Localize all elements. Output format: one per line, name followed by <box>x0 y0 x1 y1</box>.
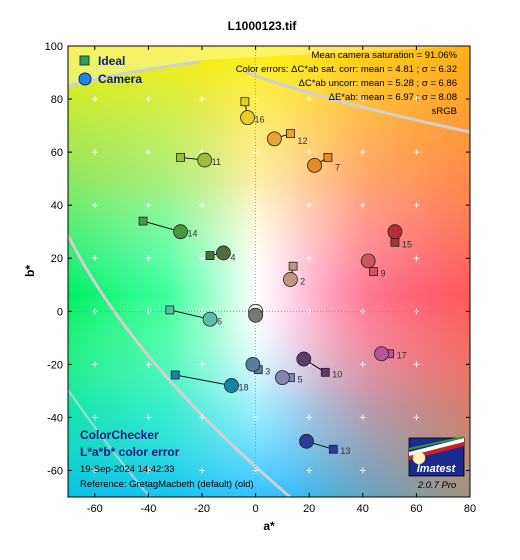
y-axis-label: b* <box>23 265 37 277</box>
camera-marker <box>299 433 314 449</box>
ideal-marker <box>138 216 148 226</box>
x-tick-label: 40 <box>357 503 369 515</box>
y-tick-label: 0 <box>57 306 63 318</box>
patch-number-label: 12 <box>297 136 307 146</box>
ideal-marker <box>390 237 400 247</box>
camera-marker <box>360 253 376 269</box>
plot-area-background <box>68 46 470 497</box>
y-tick-label: 100 <box>45 41 63 53</box>
error-vector <box>175 374 232 387</box>
footer-info: ColorChecker L*a*b* color error 19-Sep-2… <box>80 428 254 490</box>
y-tick-label: -20 <box>47 359 63 371</box>
camera-marker <box>387 224 403 240</box>
saturation-text: Mean camera saturation = 91.06% <box>312 50 458 61</box>
patch-number-label: 10 <box>332 369 342 379</box>
logo-text: Imatest <box>417 463 457 475</box>
y-tick-label: 60 <box>51 147 63 159</box>
camera-marker <box>307 157 322 173</box>
legend-camera-label: Camera <box>98 72 142 86</box>
ideal-marker <box>369 267 378 276</box>
x-tick-label: 0 <box>253 503 259 515</box>
patch-number-label: 4 <box>230 253 235 263</box>
ideal-marker <box>328 444 338 454</box>
x-tick-label: -20 <box>194 503 210 515</box>
y-axis: -60 -40 -20 0 20 40 60 80 100 <box>45 41 470 477</box>
footer-chart-kind: L*a*b* color error <box>80 445 180 459</box>
footer-date: 19-Sep-2024 14:42:33 <box>80 464 175 475</box>
patch-number-label: 16 <box>255 115 265 125</box>
camera-marker <box>173 224 188 240</box>
patch-number-label: 15 <box>402 239 412 249</box>
ideal-marker <box>205 251 215 260</box>
ideal-marker <box>286 129 295 138</box>
x-tick-label: -40 <box>140 503 156 515</box>
patch-number-label: 2 <box>300 276 305 286</box>
footer-chart-name: ColorChecker <box>80 428 159 442</box>
patch-number-label: 3 <box>265 367 270 377</box>
ideal-marker <box>240 97 250 107</box>
chart-title: L1000123.tif <box>228 19 298 33</box>
camera-marker <box>248 307 264 323</box>
error-stats: Mean camera saturation = 91.06% Color er… <box>236 50 458 117</box>
camera-marker <box>266 131 282 147</box>
y-tick-label: -60 <box>47 465 63 477</box>
ideal-marker <box>288 261 298 271</box>
patch-number-label: 5 <box>297 375 302 385</box>
camera-marker <box>197 152 213 168</box>
ideal-marker <box>165 305 175 315</box>
patch-number-label: 9 <box>381 269 386 279</box>
ideal-marker <box>170 370 180 380</box>
de-text: ΔE*ab: mean = 6.97 ; σ = 8.08 <box>329 92 457 103</box>
patch-number-label: 17 <box>397 351 407 361</box>
camera-marker <box>274 370 290 386</box>
ideal-marker <box>323 153 333 162</box>
x-tick-label: 80 <box>464 503 476 515</box>
x-tick-label: 20 <box>303 503 315 515</box>
patch-number-label: 7 <box>335 162 340 172</box>
legend-camera-marker <box>78 72 92 86</box>
y-tick-label: -40 <box>47 412 63 424</box>
legend-ideal-label: Ideal <box>98 54 125 68</box>
logo-version: 2.0.7 Pro <box>417 480 457 491</box>
ideal-marker <box>176 153 185 162</box>
color-space-text: sRGB <box>432 106 457 117</box>
camera-marker <box>296 351 312 367</box>
dc-sat-corr-text: Color errors: ΔC*ab sat. corr: mean = 4.… <box>236 64 457 75</box>
camera-marker <box>283 272 298 287</box>
camera-marker <box>240 110 255 126</box>
camera-marker <box>224 378 239 393</box>
data-marks: 2 3 4 5 6 7 9 10 11 12 13 14 15 16 17 18 <box>138 97 412 456</box>
zero-lines <box>68 46 470 497</box>
imatest-logo: Imatest 2.0.7 Pro <box>408 436 465 491</box>
x-tick-label: 60 <box>410 503 422 515</box>
patch-number-label: 11 <box>212 157 221 167</box>
camera-marker <box>374 346 389 362</box>
plot-frame <box>67 45 471 498</box>
legend-ideal-marker <box>79 55 90 66</box>
footer-reference: Reference: GretagMacbeth (default) (old) <box>80 479 254 490</box>
legend: Ideal Camera <box>78 54 142 86</box>
y-tick-label: 80 <box>51 94 63 106</box>
y-tick-label: 20 <box>51 253 63 265</box>
camera-marker <box>245 356 261 372</box>
x-axis: -60 -40 -20 0 20 40 60 80 <box>87 46 476 515</box>
x-tick-label: -60 <box>87 503 103 515</box>
patch-number-label: 13 <box>340 446 350 456</box>
patch-number-label: 14 <box>188 229 198 239</box>
y-tick-label: 40 <box>51 200 63 212</box>
dc-uncorr-text: ΔC*ab uncorr: mean = 5.28 ; σ = 6.86 <box>299 78 458 89</box>
x-axis-label: a* <box>263 519 275 533</box>
ideal-marker <box>320 367 330 377</box>
camera-marker <box>202 311 218 327</box>
patch-number-label: 6 <box>217 316 222 326</box>
patch-number-label: 18 <box>238 383 248 393</box>
camera-marker <box>216 245 231 261</box>
